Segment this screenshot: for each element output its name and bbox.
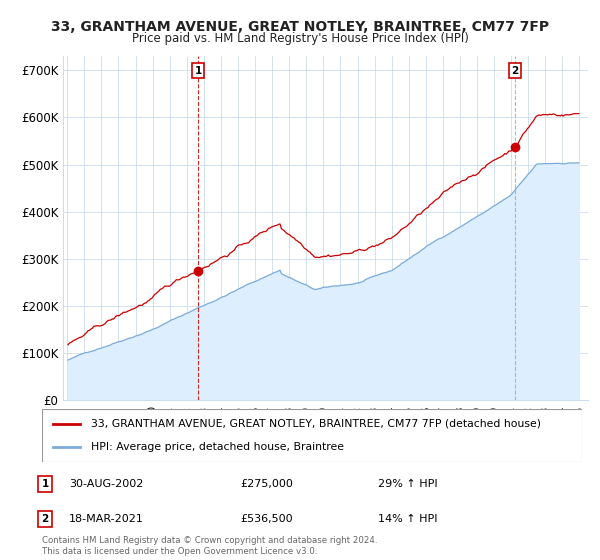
- Text: HPI: Average price, detached house, Braintree: HPI: Average price, detached house, Brai…: [91, 442, 344, 452]
- Text: Contains HM Land Registry data © Crown copyright and database right 2024.
This d: Contains HM Land Registry data © Crown c…: [42, 536, 377, 556]
- Text: 29% ↑ HPI: 29% ↑ HPI: [378, 479, 437, 489]
- FancyBboxPatch shape: [42, 409, 582, 462]
- Text: 1: 1: [194, 66, 202, 76]
- Text: 14% ↑ HPI: 14% ↑ HPI: [378, 514, 437, 524]
- Text: 33, GRANTHAM AVENUE, GREAT NOTLEY, BRAINTREE, CM77 7FP: 33, GRANTHAM AVENUE, GREAT NOTLEY, BRAIN…: [51, 20, 549, 34]
- Text: Price paid vs. HM Land Registry's House Price Index (HPI): Price paid vs. HM Land Registry's House …: [131, 32, 469, 45]
- Text: 33, GRANTHAM AVENUE, GREAT NOTLEY, BRAINTREE, CM77 7FP (detached house): 33, GRANTHAM AVENUE, GREAT NOTLEY, BRAIN…: [91, 419, 541, 429]
- Text: 30-AUG-2002: 30-AUG-2002: [69, 479, 143, 489]
- Text: £275,000: £275,000: [240, 479, 293, 489]
- Text: 18-MAR-2021: 18-MAR-2021: [69, 514, 144, 524]
- Text: 1: 1: [41, 479, 49, 489]
- Text: 2: 2: [511, 66, 518, 76]
- Text: 2: 2: [41, 514, 49, 524]
- Text: £536,500: £536,500: [240, 514, 293, 524]
